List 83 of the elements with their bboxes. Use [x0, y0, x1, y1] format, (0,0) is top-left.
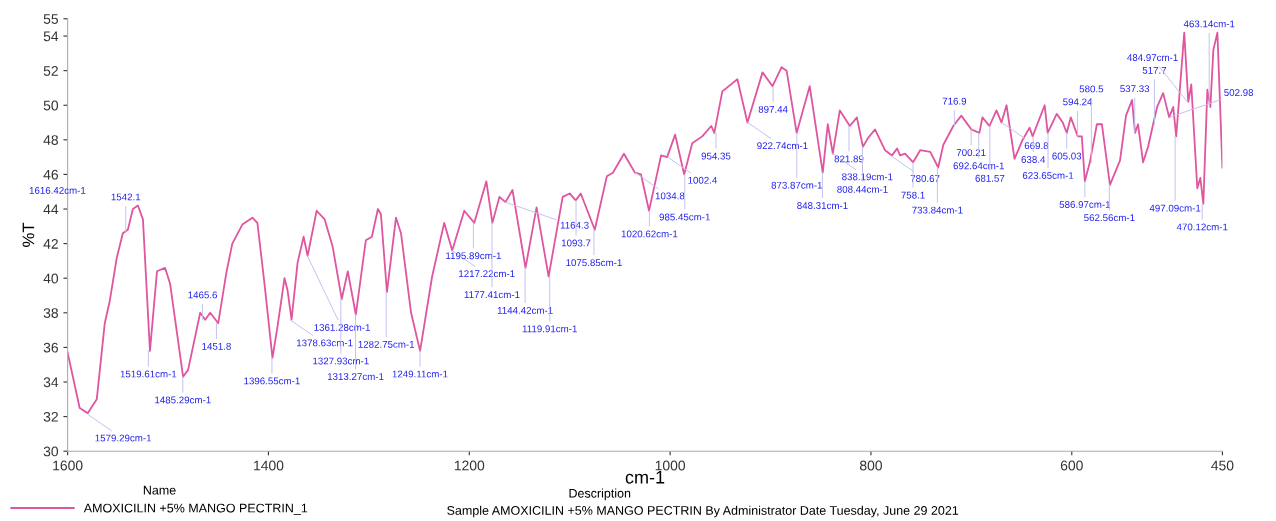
legend-title: Name — [143, 485, 176, 495]
annotation: 1579.29cm-1 — [95, 434, 152, 442]
annotation: 1075.85cm-1 — [566, 259, 622, 267]
annotation: 985.45cm-1 — [659, 213, 710, 221]
annotation: 1361.28cm-1 — [314, 324, 370, 331]
annotation: 1195.89cm-1 — [446, 252, 501, 260]
annotation: 1451.8 — [202, 342, 231, 350]
annotation: 848.31cm-1 — [797, 202, 848, 210]
annotation: 1217.22cm-1 — [459, 270, 515, 278]
x-tick-label: 1600 — [53, 460, 83, 471]
y-tick-label: 34 — [43, 377, 59, 388]
annotation: 1378.63cm-1 — [297, 339, 353, 347]
annotation: 897.44 — [758, 105, 788, 113]
y-axis-title: %T — [22, 222, 35, 247]
annotation: 1616.42cm-1 — [29, 187, 86, 194]
annotation: 638.4 — [1021, 156, 1046, 163]
annotation: 1396.55cm-1 — [244, 377, 300, 385]
annotation: 838.19cm-1 — [842, 173, 893, 181]
y-tick-label: 52 — [43, 65, 58, 76]
annotation: 1093.7 — [561, 239, 591, 247]
annotation: 605.03 — [1052, 152, 1082, 160]
annotation: 1119.91cm-1 — [522, 325, 577, 333]
y-tick-label: 54 — [43, 31, 59, 42]
x-tick-label: 1000 — [655, 460, 686, 471]
annotation: 922.74cm-1 — [757, 142, 808, 150]
annotation: 716.9 — [942, 97, 967, 105]
annotation: 623.65cm-1 — [1022, 172, 1074, 179]
annotation: 470.12cm-1 — [1176, 223, 1228, 231]
text: Sample AMOXICILIN +5% MANGO PECTRIN By Administrator Date Tuesday, June 29 2021 — [447, 505, 959, 518]
text: Description — [569, 488, 631, 501]
annotation: 780.67 — [910, 175, 940, 182]
x-tick-label: 800 — [859, 460, 882, 471]
annotation: 1282.75cm-1 — [358, 340, 415, 348]
y-tick-label: 46 — [43, 169, 58, 180]
annotation: 1177.41cm-1 — [464, 291, 520, 299]
annotation: 1519.61cm-1 — [120, 370, 177, 378]
annotation: 1002.4 — [688, 176, 718, 184]
annotation: 586.97cm-1 — [1059, 201, 1111, 208]
annotation: 537.33 — [1120, 85, 1150, 93]
y-tick-label: 44 — [43, 204, 59, 215]
annotation: 1465.6 — [188, 291, 218, 299]
annotation: 1313.27cm-1 — [327, 373, 384, 381]
y-tick-label: 30 — [43, 446, 59, 457]
x-tick-label: 1400 — [254, 460, 284, 471]
annotation: 1020.62cm-1 — [621, 230, 678, 238]
annotation: 502.98 — [1224, 89, 1254, 96]
annotation: 1164.3 — [560, 221, 589, 229]
annotation: 692.64cm-1 — [953, 162, 1004, 170]
annotation: 821.89 — [834, 155, 864, 163]
annotation: 1249.11cm-1 — [392, 370, 448, 378]
y-tick-label: 55 — [43, 14, 59, 24]
y-tick-label: 32 — [43, 411, 58, 422]
annotation: 594.24 — [1063, 98, 1093, 106]
annotation: 808.44cm-1 — [837, 185, 888, 193]
annotation: 1144.42cm-1 — [497, 306, 553, 314]
y-tick-label: 48 — [43, 135, 58, 146]
annotation: 517.7 — [1142, 66, 1167, 74]
annotation: 580.5 — [1079, 85, 1104, 93]
annotation: 758.1 — [901, 191, 925, 199]
annotation: 700.21 — [956, 149, 986, 157]
legend-label: AMOXICILIN +5% MANGO PECTRIN_1 — [83, 503, 308, 515]
annotation: 954.35 — [701, 152, 731, 160]
annotation: 681.57 — [975, 174, 1005, 182]
annotation: 562.56cm-1 — [1084, 214, 1135, 222]
x-tick-label: 450 — [1211, 460, 1234, 471]
y-tick-label: 38 — [43, 308, 58, 318]
y-tick-label: 36 — [43, 342, 58, 353]
annotation: 497.09cm-1 — [1149, 204, 1201, 212]
x-tick-label: 1200 — [454, 460, 485, 471]
annotation: 669.8 — [1024, 142, 1049, 150]
y-tick-label: 40 — [43, 273, 59, 284]
annotation: 1034.8 — [655, 192, 685, 200]
x-tick-label: 600 — [1060, 460, 1083, 471]
x-axis-title: cm-1 — [625, 471, 665, 484]
annotation: 873.87cm-1 — [771, 181, 822, 189]
annotation: 484.97cm-1 — [1127, 54, 1178, 61]
annotation: 463.14cm-1 — [1183, 20, 1235, 28]
annotation: 1327.93cm-1 — [313, 357, 369, 365]
y-tick-label: 42 — [43, 238, 58, 249]
annotation: 1542.1 — [111, 193, 141, 201]
y-tick-label: 50 — [43, 100, 59, 111]
annotation: 1485.29cm-1 — [155, 396, 211, 404]
annotation: 733.84cm-1 — [912, 206, 963, 214]
